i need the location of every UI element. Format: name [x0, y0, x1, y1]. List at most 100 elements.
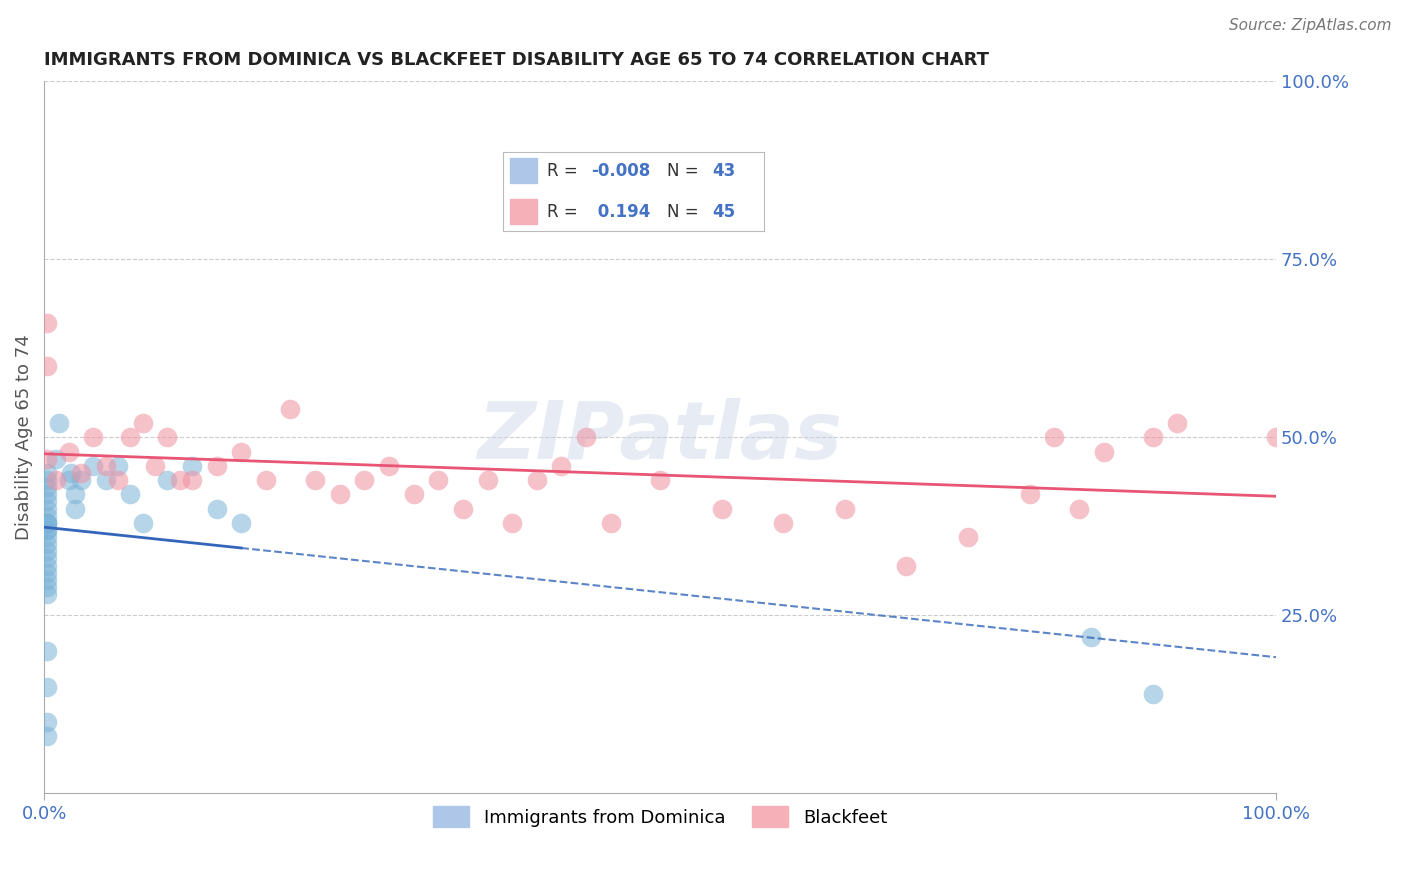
Point [35, 551, 58, 566]
Point [70, 473, 93, 487]
Point [35, 730, 58, 744]
Point [35, 501, 58, 516]
Point [35, 317, 58, 331]
Text: 45: 45 [711, 202, 735, 220]
Text: N =: N = [668, 161, 704, 179]
Point [35, 587, 58, 601]
Point [1067, 501, 1090, 516]
Point [205, 501, 228, 516]
Point [60, 466, 83, 480]
Point [82, 430, 104, 444]
Point [35, 566, 58, 580]
Point [58, 473, 80, 487]
Point [107, 473, 129, 487]
Point [280, 401, 302, 416]
Point [181, 473, 204, 487]
Text: 43: 43 [711, 161, 735, 179]
Text: -0.008: -0.008 [592, 161, 651, 179]
Point [35, 680, 58, 694]
Point [329, 487, 352, 501]
Point [181, 458, 204, 473]
Point [107, 458, 129, 473]
Point [231, 516, 253, 530]
Point [427, 473, 450, 487]
Point [35, 480, 58, 494]
Point [1265, 430, 1288, 444]
Point [63, 487, 86, 501]
Point [1166, 416, 1188, 430]
Point [35, 544, 58, 558]
Bar [510, 158, 537, 183]
Point [35, 537, 58, 551]
Point [35, 580, 58, 594]
Point [70, 466, 93, 480]
Point [35, 523, 58, 537]
Point [35, 530, 58, 544]
Point [451, 501, 474, 516]
Point [550, 458, 572, 473]
Point [156, 473, 179, 487]
Point [1080, 630, 1102, 644]
Text: Source: ZipAtlas.com: Source: ZipAtlas.com [1229, 18, 1392, 33]
Point [35, 494, 58, 508]
Y-axis label: Disability Age 65 to 74: Disability Age 65 to 74 [15, 334, 32, 541]
Point [35, 516, 58, 530]
Point [304, 473, 326, 487]
Point [1092, 444, 1115, 458]
Point [710, 501, 733, 516]
Point [1142, 430, 1164, 444]
Point [956, 530, 979, 544]
Point [35, 466, 58, 480]
Point [94, 458, 117, 473]
Point [1142, 687, 1164, 701]
Point [63, 501, 86, 516]
Text: R =: R = [547, 202, 583, 220]
Text: 0.194: 0.194 [592, 202, 650, 220]
Point [131, 416, 153, 430]
Point [156, 430, 179, 444]
Point [772, 516, 794, 530]
Point [143, 458, 166, 473]
Text: ZIPatlas: ZIPatlas [478, 399, 842, 476]
Point [35, 451, 58, 466]
Point [254, 473, 277, 487]
Point [45, 473, 67, 487]
Point [120, 430, 142, 444]
Point [35, 473, 58, 487]
Point [94, 473, 117, 487]
Text: N =: N = [668, 202, 704, 220]
Point [501, 516, 523, 530]
Text: R =: R = [547, 161, 583, 179]
Legend: Immigrants from Dominica, Blackfeet: Immigrants from Dominica, Blackfeet [426, 799, 894, 834]
Point [526, 473, 548, 487]
Point [82, 458, 104, 473]
Point [231, 444, 253, 458]
Point [35, 523, 58, 537]
Point [575, 430, 598, 444]
Point [896, 558, 918, 573]
Point [35, 516, 58, 530]
Point [35, 508, 58, 523]
Point [205, 458, 228, 473]
Point [35, 715, 58, 730]
Point [648, 473, 671, 487]
Text: IMMIGRANTS FROM DOMINICA VS BLACKFEET DISABILITY AGE 65 TO 74 CORRELATION CHART: IMMIGRANTS FROM DOMINICA VS BLACKFEET DI… [44, 51, 988, 69]
Point [35, 516, 58, 530]
Point [35, 558, 58, 573]
Point [599, 516, 621, 530]
Point [35, 359, 58, 373]
Point [131, 516, 153, 530]
Bar [510, 199, 537, 225]
Point [58, 444, 80, 458]
Point [48, 416, 70, 430]
Point [834, 501, 856, 516]
Point [402, 487, 425, 501]
Point [35, 487, 58, 501]
Point [35, 573, 58, 587]
Point [169, 473, 191, 487]
Point [353, 473, 375, 487]
Point [35, 644, 58, 658]
Point [120, 487, 142, 501]
Point [1043, 430, 1066, 444]
Point [1018, 487, 1040, 501]
